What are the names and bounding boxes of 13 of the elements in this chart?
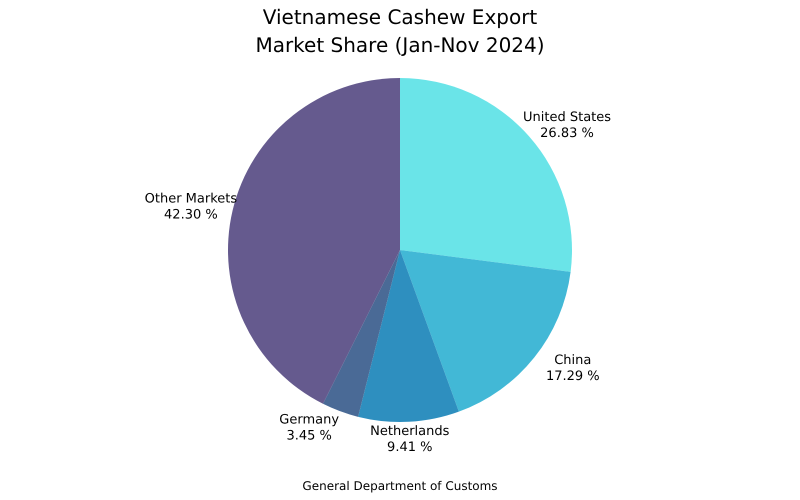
data-label: 17.29 % [546,369,600,384]
slice-label: United States [523,110,612,125]
data-label: 26.83 % [540,126,594,141]
slice-label: China [554,353,592,368]
slice-label: Germany [279,412,340,428]
chart-title: Vietnamese Cashew Export Market Share (Jan-Nov 2024) [255,5,545,57]
slice-label: Netherlands [370,424,450,439]
data-label: 3.45 % [286,428,332,444]
slice-label: Other Markets [144,191,238,206]
pie-slice [358,250,459,422]
data-label: 42.30 % [164,207,218,222]
text: General Department of Customs [302,479,498,493]
data-label: 9.41 % [387,440,432,455]
